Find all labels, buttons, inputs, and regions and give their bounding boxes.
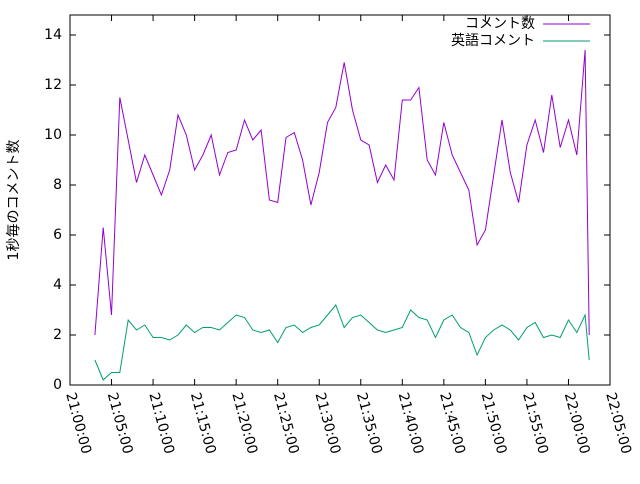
y-tick-label: 8 (53, 177, 62, 193)
plot-border (69, 14, 611, 386)
y-axis-label: 1秒毎のコメント数 (6, 140, 22, 261)
legend-label: 英語コメント (451, 32, 535, 49)
y-tick-label: 4 (53, 277, 62, 293)
y-tick-label: 6 (53, 227, 62, 243)
y-tick-label: 2 (53, 327, 62, 343)
legend-label: コメント数 (465, 16, 535, 32)
y-tick-label: 12 (44, 77, 62, 93)
series-line (94, 49, 590, 336)
y-tick-label: 0 (53, 377, 62, 393)
series-line (94, 304, 590, 381)
y-tick-label: 10 (44, 127, 62, 143)
y-tick-label: 14 (44, 27, 62, 43)
